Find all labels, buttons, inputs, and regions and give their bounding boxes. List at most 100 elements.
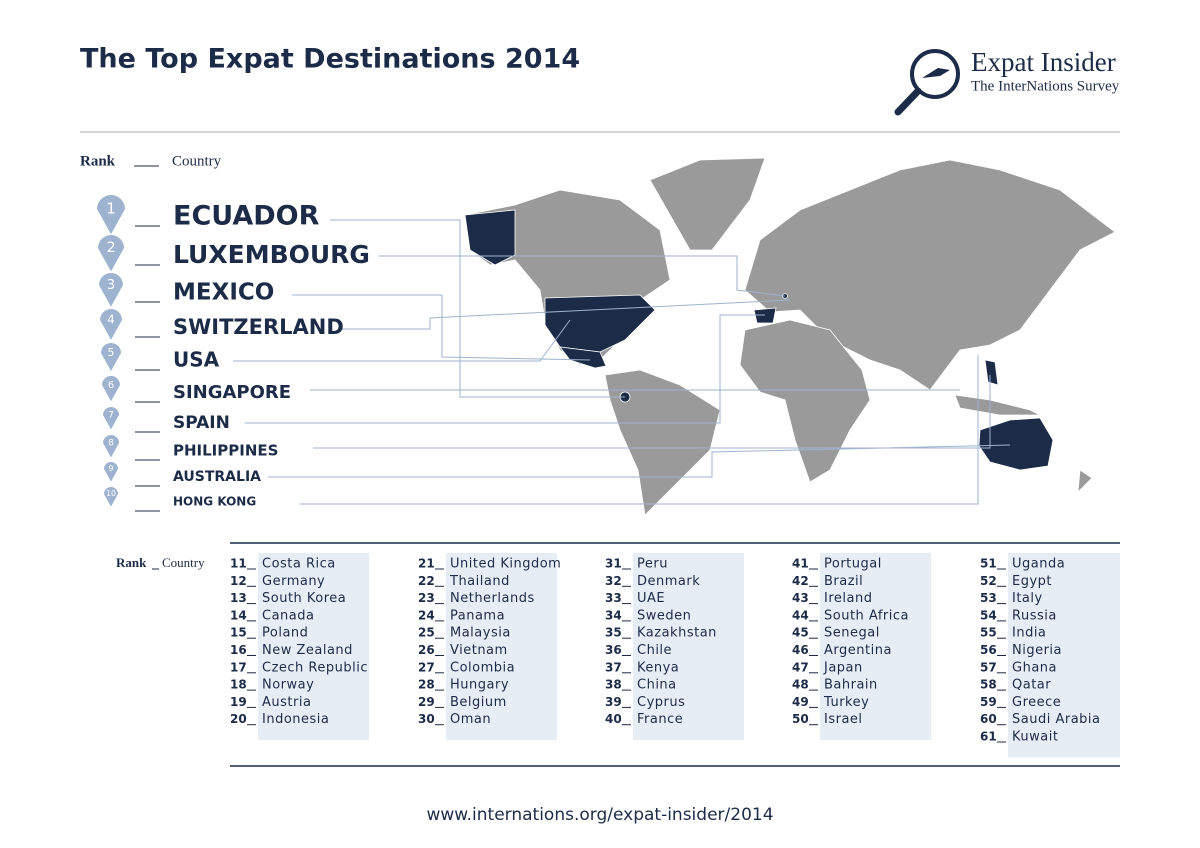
- rank-number: 22: [418, 574, 435, 588]
- country-name: Russia: [1012, 608, 1057, 623]
- country-name: SWITZERLAND: [173, 315, 344, 339]
- rank-pin: [98, 235, 124, 272]
- country-name: Qatar: [1012, 678, 1051, 693]
- country-name: Czech Republic: [262, 660, 368, 675]
- country-name: India: [1012, 626, 1046, 641]
- rank-number: 35: [605, 626, 622, 640]
- column-background: [633, 553, 744, 740]
- country-name: SINGAPORE: [173, 382, 291, 403]
- country-name: Norway: [262, 678, 314, 693]
- country-name: Belgium: [450, 695, 507, 710]
- rank-number: 40: [605, 712, 622, 726]
- country-name: Colombia: [450, 660, 515, 675]
- top10-list: 1 ECUADOR 2 LUXEMBOURG 3 MEXICO 4 SWITZERLAND 5 U…: [97, 195, 370, 512]
- footer-url: www.internations.org/expat-insider/2014: [426, 805, 773, 825]
- country-name: Greece: [1012, 695, 1061, 710]
- rank-number: 26: [418, 643, 435, 657]
- rank-number: 12: [230, 574, 247, 588]
- rank-number: 23: [418, 591, 435, 605]
- country-name: UAE: [637, 591, 665, 606]
- rank-number: 24: [418, 608, 435, 622]
- country-name: United Kingdom: [450, 557, 561, 572]
- rank-number: 42: [792, 574, 809, 588]
- rank-number: 41: [792, 557, 809, 571]
- country-name: South Korea: [262, 591, 346, 606]
- rank-number: 61: [980, 730, 997, 744]
- rank-number: 51: [980, 557, 997, 571]
- country-name: Germany: [262, 574, 325, 589]
- rank-number: 48: [792, 678, 809, 692]
- rank-number: 58: [980, 678, 997, 692]
- rank-number: 3: [107, 278, 115, 293]
- country-name: Senegal: [824, 626, 880, 641]
- country-name: Thailand: [449, 574, 510, 589]
- rank-number: 4: [107, 313, 115, 327]
- list-legend-country: Country: [162, 555, 205, 570]
- rank-number: 53: [980, 591, 997, 605]
- country-name: HONG KONG: [173, 495, 256, 509]
- column-background: [820, 553, 931, 740]
- country-name: Vietnam: [450, 643, 508, 658]
- rank-pin: [104, 487, 118, 507]
- country-name: Chile: [637, 643, 672, 658]
- rank-number: 1: [106, 200, 116, 218]
- connectors: [233, 219, 1011, 505]
- rank-number: 25: [418, 626, 435, 640]
- logo-subtitle: The InterNations Survey: [971, 78, 1120, 94]
- rank-number: 2: [106, 240, 115, 256]
- rank-number: 59: [980, 695, 997, 709]
- country-name: Nigeria: [1012, 643, 1062, 658]
- logo: [894, 49, 960, 116]
- rank-number: 19: [230, 695, 247, 709]
- country-name: Italy: [1012, 591, 1043, 606]
- rank-number: 45: [792, 626, 809, 640]
- rank-number: 14: [230, 608, 247, 622]
- rank-number: 44: [792, 608, 809, 622]
- title: The Top Expat Destinations 2014: [80, 44, 580, 75]
- country-name: Sweden: [637, 608, 691, 623]
- rank-pin: [99, 273, 123, 307]
- country-name: Saudi Arabia: [1012, 712, 1101, 727]
- country-name: Cyprus: [637, 695, 685, 710]
- rank-number: 15: [230, 626, 247, 640]
- rank-number: 55: [980, 626, 997, 640]
- rank-number: 10: [106, 489, 116, 498]
- rank-number: 16: [230, 643, 247, 657]
- country-name: Israel: [824, 712, 863, 727]
- country-name: Hungary: [450, 678, 509, 693]
- country-name: Ghana: [1012, 660, 1057, 675]
- rank-number: 29: [418, 695, 435, 709]
- rank-number: 11: [230, 557, 247, 571]
- country-name: PHILIPPINES: [173, 442, 278, 460]
- rank-number: 9: [109, 464, 114, 473]
- country-name: Denmark: [637, 574, 700, 589]
- logo-title: Expat Insider: [971, 47, 1116, 77]
- rank-number: 8: [108, 439, 114, 449]
- ranking-list: 11 Costa Rica 12 Germany 13 South Korea 14 Cana…: [230, 553, 1120, 758]
- rank-pin: [101, 343, 121, 371]
- rank-number: 6: [108, 380, 114, 391]
- country-name: Netherlands: [450, 591, 535, 606]
- country-name: ECUADOR: [173, 201, 320, 232]
- country-name: Indonesia: [262, 712, 329, 727]
- country-name: Brazil: [824, 574, 863, 589]
- rank-number: 43: [792, 591, 809, 605]
- country-name: Peru: [637, 557, 668, 572]
- list-legend-rank: Rank: [116, 555, 147, 570]
- country-name: Kenya: [637, 660, 679, 675]
- country-name: France: [637, 712, 683, 727]
- rank-number: 21: [418, 557, 435, 571]
- legend-country: Country: [172, 153, 222, 169]
- rank-number: 52: [980, 574, 997, 588]
- column-background: [446, 553, 557, 740]
- country-name: SPAIN: [173, 413, 230, 433]
- rank-number: 33: [605, 591, 622, 605]
- rank-number: 60: [980, 712, 997, 726]
- country-name: Oman: [450, 712, 491, 727]
- rank-number: 31: [605, 557, 622, 571]
- rank-number: 5: [108, 346, 115, 359]
- country-name: Costa Rica: [262, 557, 336, 572]
- country-name: New Zealand: [262, 643, 353, 658]
- rank-number: 38: [605, 678, 622, 692]
